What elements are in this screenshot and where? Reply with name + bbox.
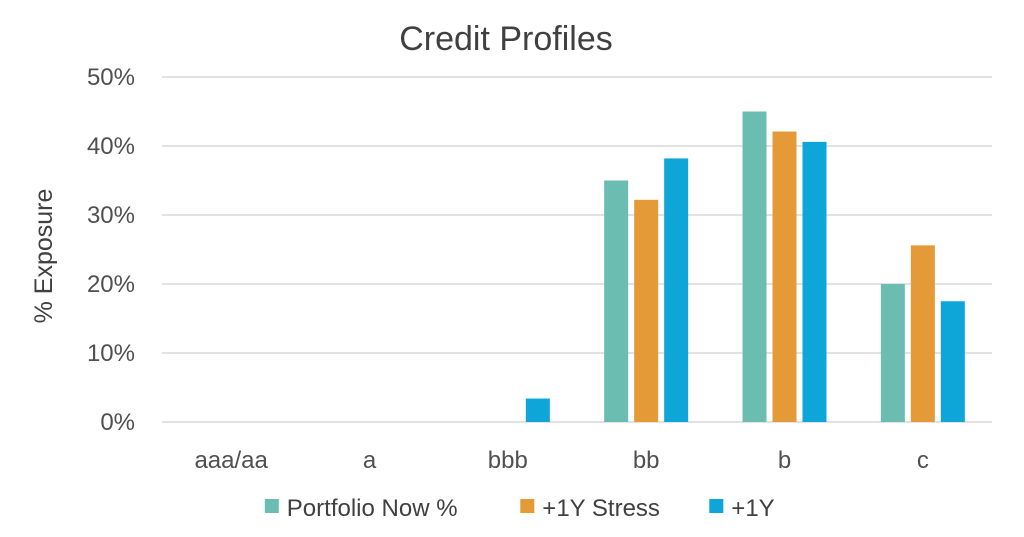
legend: Portfolio Now % +1Y Stress +1Y <box>264 495 775 522</box>
y-axis-ticks: 0% 10% 20% 30% 40% 50% <box>87 64 135 436</box>
bar <box>940 301 965 422</box>
bar <box>910 245 935 422</box>
bar <box>772 131 797 422</box>
legend-swatch <box>520 499 535 513</box>
bar <box>604 180 629 422</box>
x-tick-label: b <box>778 447 791 474</box>
x-tick-label: bbb <box>488 447 528 474</box>
y-tick-label: 30% <box>87 202 135 229</box>
bar <box>664 158 689 423</box>
bar <box>634 199 659 422</box>
y-tick-label: 0% <box>100 409 135 436</box>
y-tick-label: 10% <box>87 340 135 367</box>
legend-label: Portfolio Now % <box>287 495 458 522</box>
legend-swatch <box>264 499 279 513</box>
y-tick-label: 50% <box>87 64 135 91</box>
x-tick-label: c <box>917 447 929 474</box>
y-tick-label: 40% <box>87 133 135 160</box>
gridlines <box>162 76 992 423</box>
x-tick-label: aaa/aa <box>194 447 268 474</box>
bars <box>525 111 965 423</box>
y-tick-label: 20% <box>87 271 135 298</box>
x-tick-label: a <box>363 447 377 474</box>
chart-title: Credit Profiles <box>399 20 613 58</box>
legend-label: +1Y <box>731 495 774 522</box>
legend-label: +1Y Stress <box>542 495 660 522</box>
legend-swatch <box>709 499 724 513</box>
x-axis-ticks: aaa/aa a bbb bb b c <box>194 447 928 474</box>
bar <box>880 284 905 422</box>
bar <box>802 141 827 423</box>
bar <box>525 398 550 422</box>
bar <box>742 111 767 422</box>
y-axis-label: % Exposure <box>30 189 58 324</box>
x-tick-label: bb <box>633 447 660 474</box>
